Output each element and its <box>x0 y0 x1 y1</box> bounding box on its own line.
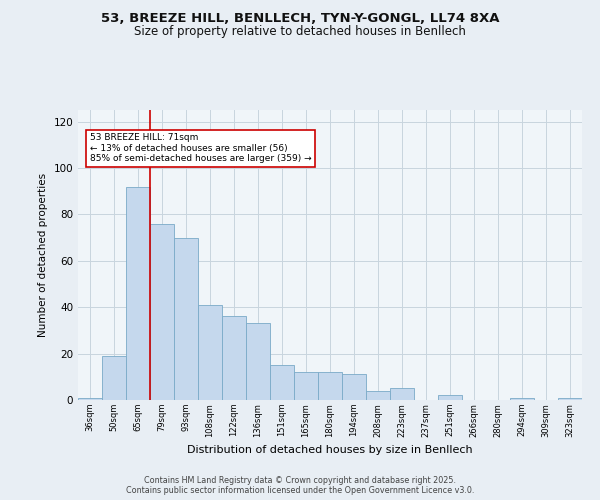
Bar <box>390 388 414 400</box>
Bar <box>150 224 174 400</box>
Bar <box>342 374 366 400</box>
Bar <box>438 396 462 400</box>
Bar <box>294 372 318 400</box>
Bar <box>198 305 222 400</box>
Bar <box>126 186 150 400</box>
Y-axis label: Number of detached properties: Number of detached properties <box>38 173 48 337</box>
Bar <box>78 398 102 400</box>
Text: 53, BREEZE HILL, BENLLECH, TYN-Y-GONGL, LL74 8XA: 53, BREEZE HILL, BENLLECH, TYN-Y-GONGL, … <box>101 12 499 26</box>
Bar <box>270 365 294 400</box>
Text: 53 BREEZE HILL: 71sqm
← 13% of detached houses are smaller (56)
85% of semi-deta: 53 BREEZE HILL: 71sqm ← 13% of detached … <box>90 133 311 163</box>
Bar <box>222 316 246 400</box>
X-axis label: Distribution of detached houses by size in Benllech: Distribution of detached houses by size … <box>187 445 473 455</box>
Bar <box>102 356 126 400</box>
Text: Contains public sector information licensed under the Open Government Licence v3: Contains public sector information licen… <box>126 486 474 495</box>
Bar <box>318 372 342 400</box>
Bar <box>174 238 198 400</box>
Text: Size of property relative to detached houses in Benllech: Size of property relative to detached ho… <box>134 25 466 38</box>
Bar <box>366 390 390 400</box>
Text: Contains HM Land Registry data © Crown copyright and database right 2025.: Contains HM Land Registry data © Crown c… <box>144 476 456 485</box>
Bar <box>558 398 582 400</box>
Bar <box>246 324 270 400</box>
Bar <box>510 398 534 400</box>
